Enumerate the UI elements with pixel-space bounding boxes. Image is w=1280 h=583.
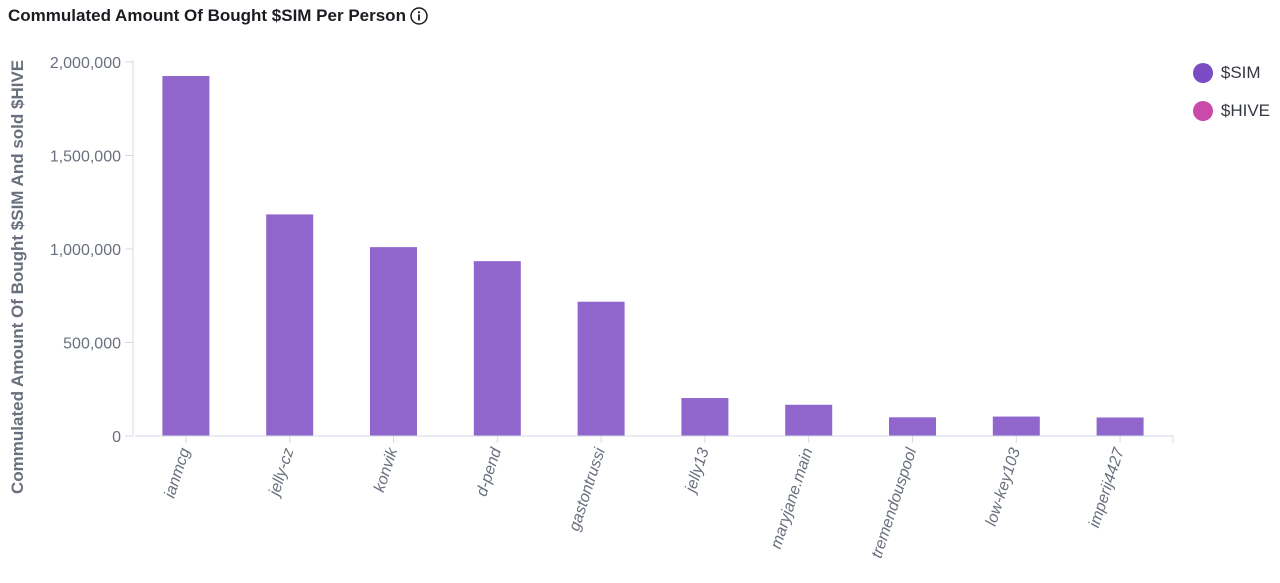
chart-title: Commulated Amount Of Bought $SIM Per Per… [8, 6, 406, 25]
bar[interactable] [266, 214, 314, 436]
x-tick-label: low-key103 [983, 446, 1024, 528]
legend-label-sim: $SIM [1220, 63, 1261, 82]
y-tick-label: 1,500,000 [50, 149, 121, 166]
chart-title-row: Commulated Amount Of Bought $SIM Per Per… [8, 4, 428, 28]
y-tick-label: 2,000,000 [50, 55, 121, 72]
y-tick-label: 500,000 [63, 336, 121, 353]
x-tick-label: jelly-cz [266, 446, 298, 500]
legend-item-hive[interactable]: $HIVE [1192, 92, 1270, 130]
bar[interactable] [1096, 417, 1144, 436]
info-icon[interactable] [410, 7, 428, 25]
y-axis-label: Commulated Amount Of Bought $SIM And sol… [8, 60, 27, 494]
y-tick-label: 1,000,000 [50, 242, 121, 259]
bar[interactable] [162, 76, 210, 437]
bar[interactable] [889, 417, 936, 436]
x-tick-label: konvik [371, 445, 401, 494]
x-tick-label: jelly13 [682, 446, 713, 496]
bar[interactable] [785, 404, 833, 436]
x-tick-label: imperij4427 [1086, 445, 1128, 530]
bars [162, 76, 1144, 437]
legend-item-sim[interactable]: $SIM [1192, 54, 1270, 92]
x-tick-label: d-pend [474, 445, 506, 499]
bar[interactable] [992, 416, 1040, 436]
x-tick-label: tremendouspool [869, 446, 921, 561]
bar[interactable] [370, 247, 417, 436]
x-tick-label: ianmcg [162, 446, 194, 500]
bar[interactable] [681, 398, 729, 436]
legend-swatch-sim [1192, 63, 1213, 83]
bar[interactable] [473, 261, 521, 436]
legend: $SIM $HIVE [1192, 54, 1270, 130]
legend-swatch-hive [1192, 101, 1213, 121]
y-axis: 0 500,000 1,000,000 1,500,000 2,000,000 [50, 55, 134, 446]
x-axis: ianmcg jelly-cz konvik d-pend gastontrussi je… [135, 435, 1174, 561]
bar[interactable] [577, 301, 625, 436]
x-tick-label: maryjane.main [768, 446, 817, 551]
y-tick-label: 0 [112, 429, 121, 446]
x-tick-label: gastontrussi [566, 446, 609, 534]
legend-label-hive: $HIVE [1220, 101, 1270, 120]
